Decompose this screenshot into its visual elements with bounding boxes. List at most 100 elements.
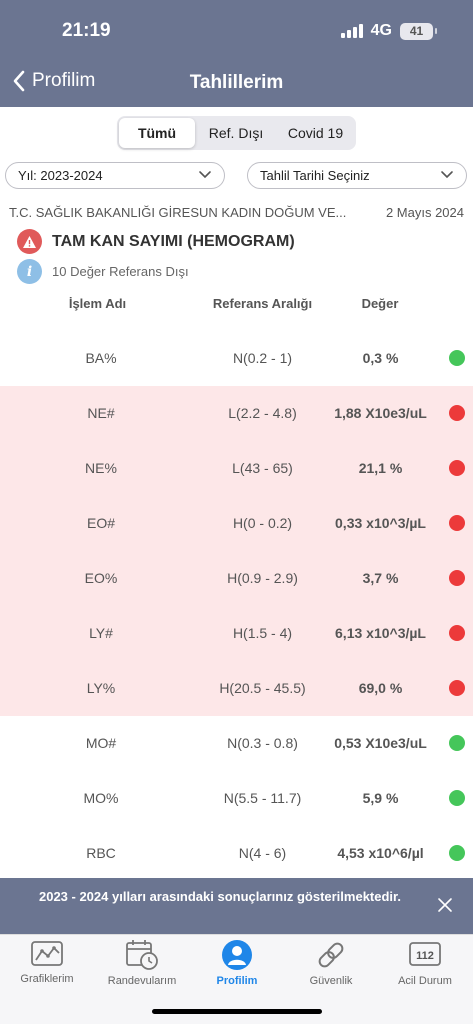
back-label: Profilim (32, 70, 96, 91)
test-name-cell: BA% (85, 350, 117, 366)
status-dot-icon (449, 515, 465, 531)
status-dot-icon (449, 405, 465, 421)
status-dot-icon (449, 845, 465, 861)
out-of-range-count: 10 Değer Referans Dışı (52, 264, 189, 279)
table-row: MO% N(5.5 - 11.7) 5,9 % (0, 771, 473, 826)
table-row: LY# H(1.5 - 4) 6,13 x10^3/µL (0, 606, 473, 661)
tab-profile[interactable]: Profilim (190, 939, 284, 987)
result-value-cell: 21,1 % (358, 460, 403, 476)
status-bar: 21:19 4G 41 (0, 0, 473, 60)
info-icon: i (17, 259, 42, 284)
battery-icon: 41 (400, 22, 437, 40)
battery-level: 41 (409, 24, 424, 38)
tab-profile-label: Profilim (216, 975, 258, 987)
page-title: Tahlillerim (189, 72, 284, 93)
chevron-down-icon (441, 171, 453, 179)
navigation-bar: Profilim Tahlillerim (0, 60, 473, 107)
emergency-112-icon: 112 (409, 942, 441, 966)
result-value-cell: 0,33 x10^3/µL (335, 515, 426, 531)
results-table: BA% N(0.2 - 1) 0,3 % NE# L(2.2 - 4.8) 1,88 X1… (0, 331, 473, 881)
segment-out-of-range[interactable]: Ref. Dışı (208, 125, 264, 141)
report-source-row: T.C. SAĞLIK BAKANLIĞI GİRESUN KADIN DOĞU… (9, 205, 464, 220)
status-icons: 4G 41 (340, 22, 437, 40)
result-value-cell: 69,0 % (358, 680, 403, 696)
report-date: 2 Mayıs 2024 (385, 205, 464, 220)
filter-segmented-control: Tümü Ref. Dışı Covid 19 (117, 116, 356, 150)
test-name-cell: MO# (85, 735, 117, 751)
test-name-cell: NE% (85, 460, 117, 476)
column-header-range: Referans Aralığı (212, 296, 313, 311)
hospital-name: T.C. SAĞLIK BAKANLIĞI GİRESUN KADIN DOĞU… (9, 205, 347, 220)
test-name-cell: EO# (86, 515, 115, 531)
segment-all[interactable]: Tümü (119, 118, 195, 148)
date-dropdown-placeholder: Tahlil Tarihi Seçiniz (260, 168, 370, 183)
result-value-cell: 4,53 x10^6/µl (337, 845, 424, 861)
column-header-value: Değer (361, 296, 399, 311)
status-dot-icon (449, 570, 465, 586)
chart-icon (31, 941, 63, 966)
status-dot-icon (449, 460, 465, 476)
result-value-cell: 0,3 % (362, 350, 399, 366)
year-dropdown[interactable]: Yıl: 2023-2024 (5, 162, 225, 189)
close-icon[interactable] (437, 897, 453, 918)
tab-charts[interactable]: Grafiklerim (0, 939, 94, 985)
test-name-cell: LY# (89, 625, 113, 641)
link-icon (318, 942, 344, 968)
status-dot-icon (449, 680, 465, 696)
result-value-cell: 5,9 % (362, 790, 399, 806)
test-name-cell: LY% (86, 680, 116, 696)
column-header-name: İşlem Adı (68, 296, 127, 311)
reference-range-cell: H(20.5 - 45.5) (219, 680, 306, 696)
tab-appointments[interactable]: Randevularım (95, 939, 189, 987)
table-row: NE% L(43 - 65) 21,1 % (0, 441, 473, 496)
reference-range-cell: N(0.2 - 1) (232, 350, 293, 366)
reference-range-cell: L(43 - 65) (232, 460, 293, 476)
status-dot-icon (449, 790, 465, 806)
reference-range-cell: H(1.5 - 4) (232, 625, 293, 641)
status-dot-icon (449, 735, 465, 751)
result-value-cell: 3,7 % (362, 570, 399, 586)
date-dropdown[interactable]: Tahlil Tarihi Seçiniz (247, 162, 467, 189)
table-row: NE# L(2.2 - 4.8) 1,88 X10e3/uL (0, 386, 473, 441)
table-row: LY% H(20.5 - 45.5) 69,0 % (0, 661, 473, 716)
test-name-cell: MO% (83, 790, 119, 806)
table-row: MO# N(0.3 - 0.8) 0,53 X10e3/uL (0, 716, 473, 771)
result-value-cell: 1,88 X10e3/uL (334, 405, 427, 421)
profile-icon (222, 940, 252, 970)
signal-icon (340, 24, 363, 38)
home-indicator (152, 1009, 322, 1014)
chevron-left-icon (13, 70, 25, 92)
segment-covid[interactable]: Covid 19 (287, 125, 344, 141)
tab-emergency[interactable]: 112 Acil Durum (378, 939, 472, 987)
test-name: TAM KAN SAYIMI (HEMOGRAM) (52, 232, 295, 250)
table-row: EO# H(0 - 0.2) 0,33 x10^3/µL (0, 496, 473, 551)
status-dot-icon (449, 350, 465, 366)
reference-range-cell: H(0 - 0.2) (232, 515, 293, 531)
tab-emergency-label: Acil Durum (398, 975, 452, 987)
test-title-row: TAM KAN SAYIMI (HEMOGRAM) (17, 229, 295, 254)
tab-security[interactable]: Güvenlik (284, 939, 378, 987)
reference-range-cell: N(0.3 - 0.8) (227, 735, 298, 751)
tab-charts-label: Grafiklerim (20, 973, 74, 985)
banner-message: 2023 - 2024 yılları arasındaki sonuçları… (38, 889, 401, 904)
reference-range-cell: H(0.9 - 2.9) (227, 570, 298, 586)
test-name-cell: NE# (87, 405, 115, 421)
table-row: EO% H(0.9 - 2.9) 3,7 % (0, 551, 473, 606)
result-value-cell: 0,53 X10e3/uL (334, 735, 427, 751)
year-dropdown-value: Yıl: 2023-2024 (18, 168, 103, 183)
reference-range-cell: N(5.5 - 11.7) (223, 790, 302, 806)
back-button[interactable]: Profilim (12, 70, 95, 92)
chevron-down-icon (199, 171, 211, 179)
out-of-range-info: i 10 Değer Referans Dışı (17, 259, 189, 284)
network-type: 4G (370, 22, 392, 39)
calendar-clock-icon (126, 940, 158, 970)
reference-range-cell: N(4 - 6) (238, 845, 287, 861)
tab-appointments-label: Randevularım (107, 975, 177, 987)
reference-range-cell: L(2.2 - 4.8) (228, 405, 297, 421)
status-time: 21:19 (62, 20, 111, 41)
tab-security-label: Güvenlik (309, 975, 353, 987)
table-row: RBC N(4 - 6) 4,53 x10^6/µl (0, 826, 473, 881)
test-name-cell: EO% (84, 570, 118, 586)
result-value-cell: 6,13 x10^3/µL (335, 625, 426, 641)
warning-icon (17, 229, 42, 254)
